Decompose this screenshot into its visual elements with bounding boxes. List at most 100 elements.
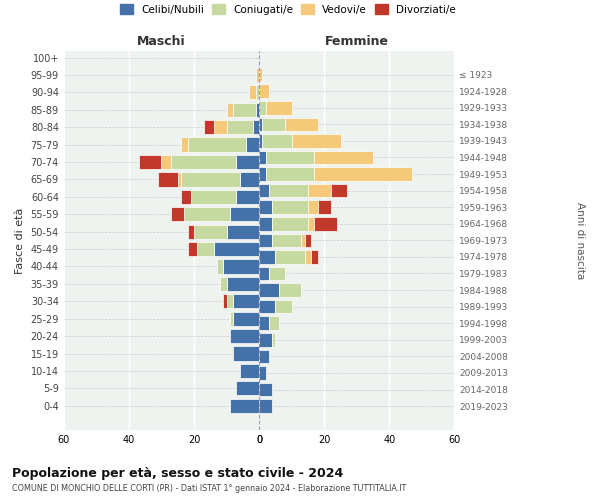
Bar bbox=[275, 250, 305, 264]
Bar bbox=[161, 155, 171, 169]
Bar bbox=[230, 312, 233, 326]
Title: Maschi: Maschi bbox=[137, 35, 186, 48]
Bar bbox=[227, 102, 233, 117]
Bar bbox=[266, 101, 292, 114]
Bar bbox=[158, 172, 178, 186]
Bar bbox=[314, 150, 373, 164]
Bar bbox=[259, 382, 272, 396]
Bar bbox=[259, 350, 269, 363]
Bar bbox=[259, 168, 266, 181]
Bar bbox=[233, 102, 256, 117]
Text: COMUNE DI MONCHIO DELLE CORTI (PR) - Dati ISTAT 1° gennaio 2024 - Elaborazione T: COMUNE DI MONCHIO DELLE CORTI (PR) - Dat… bbox=[12, 484, 406, 493]
Bar bbox=[256, 68, 259, 82]
Bar bbox=[259, 118, 262, 131]
Text: Popolazione per età, sesso e stato civile - 2024: Popolazione per età, sesso e stato civil… bbox=[12, 468, 343, 480]
Bar bbox=[204, 120, 214, 134]
Bar bbox=[188, 138, 246, 151]
Bar bbox=[259, 101, 266, 114]
Bar bbox=[217, 260, 223, 274]
Bar bbox=[223, 260, 259, 274]
Bar bbox=[227, 294, 233, 308]
Bar bbox=[259, 68, 262, 82]
Bar bbox=[266, 150, 314, 164]
Bar bbox=[230, 207, 259, 222]
Bar bbox=[227, 120, 253, 134]
Bar bbox=[188, 242, 197, 256]
Bar bbox=[227, 224, 259, 239]
Bar bbox=[292, 134, 341, 147]
Bar bbox=[285, 118, 318, 131]
Bar bbox=[259, 333, 272, 346]
Bar bbox=[233, 346, 259, 360]
Bar bbox=[269, 184, 308, 198]
Bar bbox=[269, 266, 285, 280]
Bar bbox=[239, 364, 259, 378]
Bar bbox=[262, 134, 292, 147]
Bar bbox=[181, 138, 188, 151]
Bar bbox=[259, 400, 272, 413]
Bar bbox=[259, 316, 269, 330]
Y-axis label: Fasce di età: Fasce di età bbox=[15, 207, 25, 274]
Bar bbox=[253, 120, 259, 134]
Bar bbox=[305, 250, 311, 264]
Bar bbox=[259, 266, 269, 280]
Bar bbox=[171, 155, 236, 169]
Bar bbox=[259, 150, 266, 164]
Bar bbox=[272, 217, 308, 230]
Bar bbox=[233, 312, 259, 326]
Bar bbox=[230, 398, 259, 413]
Bar bbox=[197, 242, 214, 256]
Bar bbox=[246, 138, 259, 151]
Bar bbox=[308, 184, 331, 198]
Bar bbox=[194, 224, 227, 239]
Bar bbox=[239, 172, 259, 186]
Bar bbox=[181, 190, 191, 204]
Bar bbox=[331, 184, 347, 198]
Bar bbox=[256, 85, 259, 100]
Bar bbox=[236, 155, 259, 169]
Bar bbox=[236, 190, 259, 204]
Title: Femmine: Femmine bbox=[325, 35, 389, 48]
Bar bbox=[259, 366, 266, 380]
Bar bbox=[188, 224, 194, 239]
Bar bbox=[266, 168, 314, 181]
Bar bbox=[318, 200, 331, 214]
Bar bbox=[259, 284, 278, 297]
Bar bbox=[308, 217, 314, 230]
Bar bbox=[220, 276, 227, 291]
Bar bbox=[178, 172, 181, 186]
Bar bbox=[139, 155, 161, 169]
Bar bbox=[214, 242, 259, 256]
Bar bbox=[184, 207, 230, 222]
Bar bbox=[259, 217, 272, 230]
Legend: Celibi/Nubili, Coniugati/e, Vedovi/e, Divorziati/e: Celibi/Nubili, Coniugati/e, Vedovi/e, Di… bbox=[116, 0, 460, 19]
Bar bbox=[262, 118, 285, 131]
Bar bbox=[259, 234, 272, 247]
Bar bbox=[191, 190, 236, 204]
Bar bbox=[259, 200, 272, 214]
Bar bbox=[181, 172, 239, 186]
Bar bbox=[272, 333, 275, 346]
Bar bbox=[272, 200, 308, 214]
Bar bbox=[236, 381, 259, 396]
Bar bbox=[314, 217, 337, 230]
Bar bbox=[259, 134, 262, 147]
Bar bbox=[278, 284, 301, 297]
Bar bbox=[256, 102, 259, 117]
Bar bbox=[233, 294, 259, 308]
Bar bbox=[259, 184, 269, 198]
Bar bbox=[259, 84, 269, 98]
Bar bbox=[272, 234, 301, 247]
Bar bbox=[305, 234, 311, 247]
Bar bbox=[214, 120, 227, 134]
Bar bbox=[171, 207, 184, 222]
Bar bbox=[259, 300, 275, 314]
Bar bbox=[269, 316, 278, 330]
Bar bbox=[311, 250, 318, 264]
Bar bbox=[227, 276, 259, 291]
Bar bbox=[275, 300, 292, 314]
Bar bbox=[250, 85, 256, 100]
Bar bbox=[259, 250, 275, 264]
Bar bbox=[314, 168, 412, 181]
Bar bbox=[223, 294, 227, 308]
